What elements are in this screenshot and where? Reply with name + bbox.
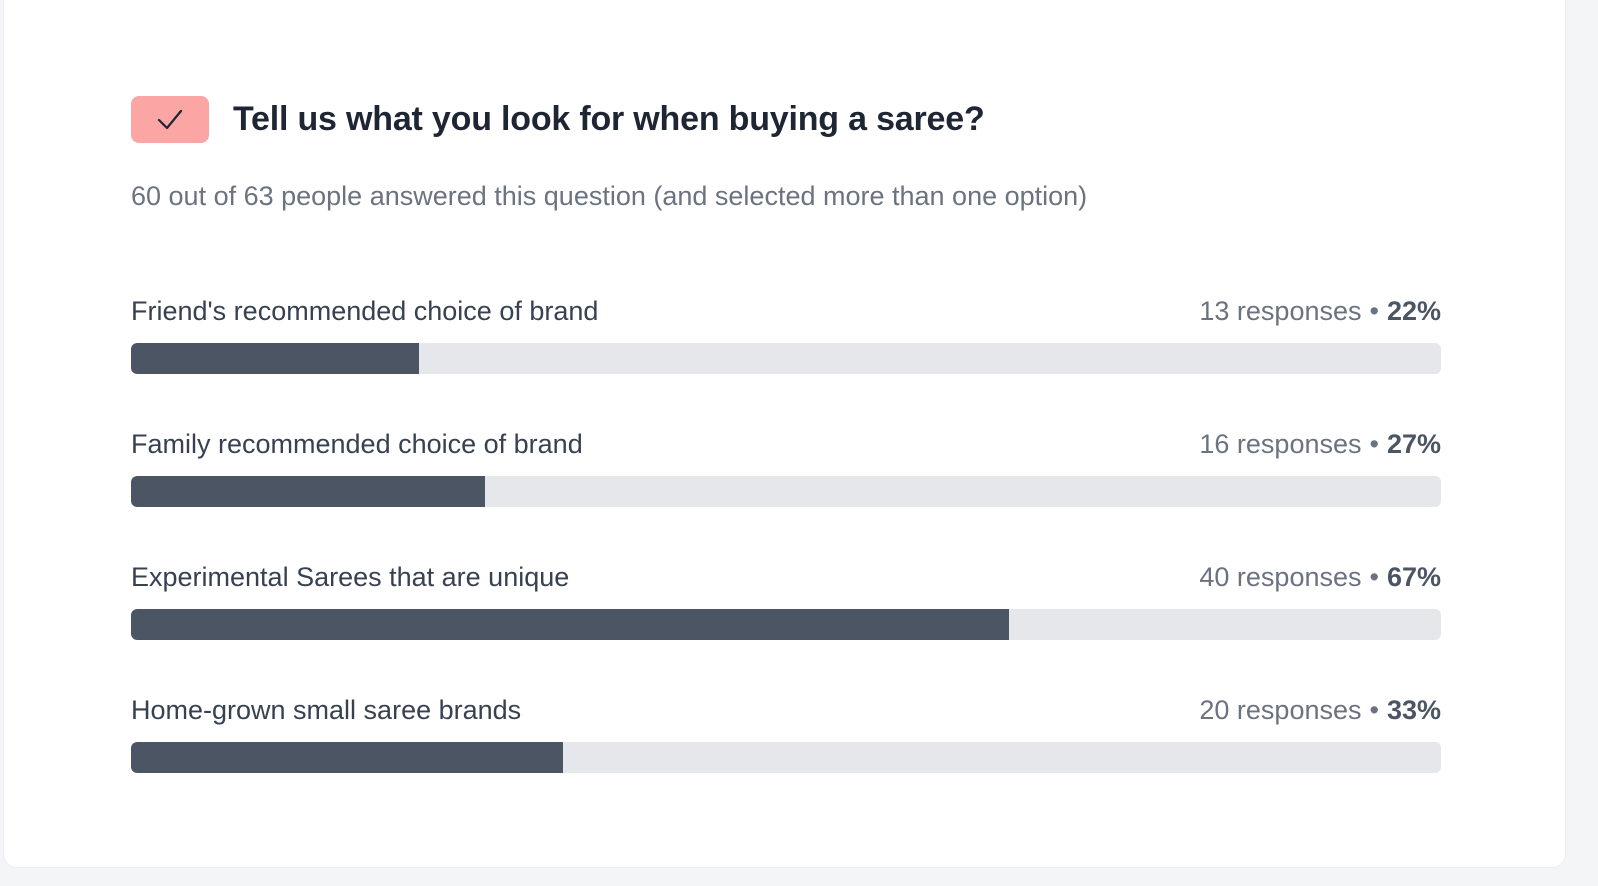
option-stats: 16 responses • 27% [1199,429,1441,460]
option-item: Experimental Sarees that are unique 40 r… [131,562,1441,695]
option-stats: 20 responses • 33% [1199,695,1441,726]
progress-track [131,476,1441,507]
response-count: 40 responses [1199,562,1362,592]
percent-label: 27% [1386,429,1441,459]
response-count: 13 responses [1199,296,1362,326]
percent-label: 22% [1386,296,1441,326]
response-count: 16 responses [1199,429,1362,459]
option-item: Home-grown small saree brands 20 respons… [131,695,1441,828]
option-label: Friend's recommended choice of brand [131,296,599,326]
progress-fill [131,476,485,507]
separator-dot: • [1369,296,1379,326]
answer-summary: 60 out of 63 people answered this questi… [131,181,1088,211]
separator-dot: • [1369,562,1379,592]
option-label: Home-grown small saree brands [131,695,522,725]
option-label: Experimental Sarees that are unique [131,562,570,592]
separator-dot: • [1369,695,1379,725]
option-item: Family recommended choice of brand 16 re… [131,429,1441,562]
progress-track [131,343,1441,374]
question-type-badge [131,96,209,143]
question-card: Tell us what you look for when buying a … [3,0,1566,868]
option-stats: 40 responses • 67% [1199,562,1441,593]
option-item: Friend's recommended choice of brand 13 … [131,296,1441,429]
progress-fill [131,609,1009,640]
progress-fill [131,343,420,374]
option-stats: 13 responses • 22% [1199,296,1441,327]
question-header: Tell us what you look for when buying a … [131,96,985,143]
progress-track [131,609,1441,640]
question-title: Tell us what you look for when buying a … [233,100,985,138]
option-label: Family recommended choice of brand [131,429,583,459]
options-list: Friend's recommended choice of brand 13 … [131,296,1441,828]
progress-fill [131,742,564,773]
percent-label: 33% [1386,695,1441,725]
separator-dot: • [1369,429,1379,459]
response-count: 20 responses [1199,695,1362,725]
percent-label: 67% [1386,562,1441,592]
progress-track [131,742,1441,773]
checkmark-icon [157,109,183,131]
